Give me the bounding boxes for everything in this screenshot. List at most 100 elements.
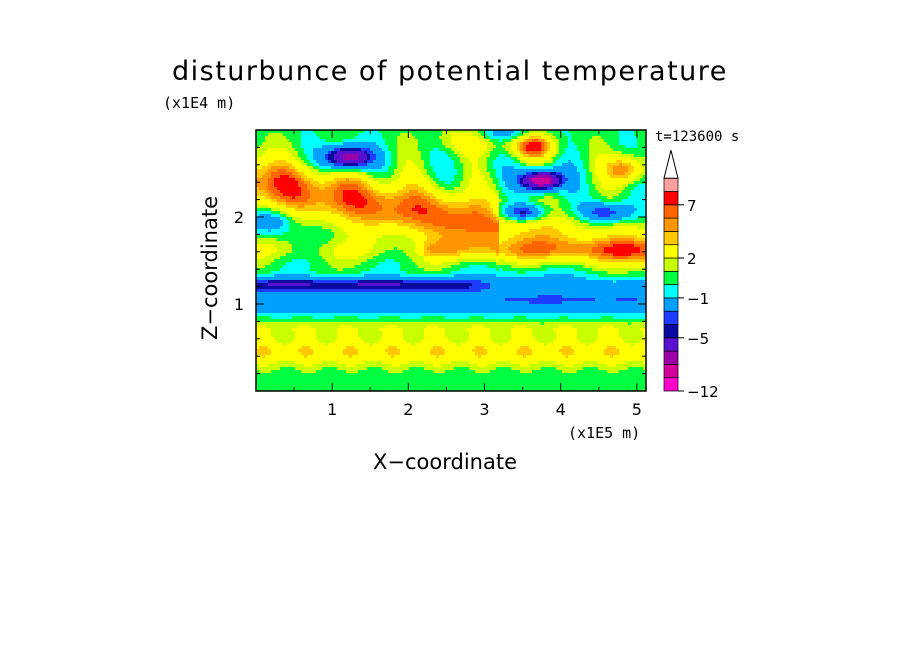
- field-cell: [409, 208, 413, 212]
- field-cell: [277, 160, 281, 164]
- field-cell: [361, 148, 365, 152]
- field-cell: [604, 163, 608, 167]
- field-cell: [634, 214, 638, 218]
- field-cell: [406, 223, 410, 227]
- field-cell: [463, 145, 467, 149]
- field-cell: [295, 157, 299, 161]
- field-cell: [562, 178, 566, 182]
- field-cell: [376, 130, 380, 134]
- field-cell: [406, 190, 410, 194]
- field-cell: [382, 229, 386, 233]
- field-cell: [529, 160, 533, 164]
- field-cell: [505, 226, 509, 230]
- field-cell: [580, 169, 584, 173]
- field-cell: [397, 154, 401, 158]
- field-cell: [310, 187, 314, 191]
- field-cell: [619, 139, 623, 143]
- field-cell: [457, 175, 461, 179]
- field-cell: [634, 136, 638, 140]
- field-cell: [451, 175, 455, 179]
- field-cell: [499, 133, 503, 137]
- field-cell: [295, 205, 299, 209]
- field-cell: [532, 154, 536, 158]
- field-cell: [601, 214, 605, 218]
- field-cell: [424, 133, 428, 137]
- field-cell: [604, 160, 608, 164]
- field-cell: [433, 169, 437, 173]
- field-cell: [532, 136, 536, 140]
- field-cell: [637, 172, 641, 176]
- field-cell: [346, 169, 350, 173]
- field-cell: [496, 133, 500, 137]
- field-cell: [523, 214, 527, 218]
- field-cell: [316, 136, 320, 140]
- field-cell: [640, 223, 644, 227]
- field-cell: [277, 139, 281, 143]
- field-cell: [514, 214, 518, 218]
- field-cell: [385, 157, 389, 161]
- field-cell: [385, 184, 389, 188]
- field-cell: [544, 157, 548, 161]
- field-cell: [343, 235, 347, 239]
- field-cell: [295, 226, 299, 230]
- field-cell: [568, 238, 572, 242]
- field-cell: [598, 229, 602, 233]
- field-cell: [532, 133, 536, 137]
- field-cell: [334, 208, 338, 212]
- field-cell: [397, 151, 401, 155]
- field-cell: [340, 202, 344, 206]
- field-cell: [340, 160, 344, 164]
- field-cell: [262, 196, 266, 200]
- field-cell: [562, 223, 566, 227]
- field-cell: [643, 196, 646, 200]
- field-cell: [436, 172, 440, 176]
- field-cell: [571, 166, 575, 170]
- field-cell: [295, 244, 299, 248]
- field-cell: [469, 211, 473, 215]
- field-cell: [583, 154, 587, 158]
- field-cell: [424, 217, 428, 221]
- field-cell: [511, 145, 515, 149]
- field-cell: [322, 217, 326, 221]
- field-cell: [544, 178, 548, 182]
- field-cell: [508, 190, 512, 194]
- field-cell: [574, 172, 578, 176]
- field-cell: [526, 154, 530, 158]
- field-cell: [616, 202, 620, 206]
- field-cell: [430, 235, 434, 239]
- field-cell: [277, 211, 281, 215]
- field-cell: [376, 193, 380, 197]
- field-cell: [403, 130, 407, 134]
- field-cell: [547, 157, 551, 161]
- field-cell: [541, 211, 545, 215]
- field-cell: [493, 235, 497, 239]
- field-cell: [610, 130, 614, 134]
- field-cell: [271, 229, 275, 233]
- field-cell: [397, 217, 401, 221]
- field-cell: [511, 199, 515, 203]
- field-cell: [466, 175, 470, 179]
- field-cell: [523, 226, 527, 230]
- field-cell: [544, 226, 548, 230]
- field-cell: [301, 148, 305, 152]
- field-cell: [625, 142, 629, 146]
- field-cell: [538, 154, 542, 158]
- field-cell: [520, 199, 524, 203]
- field-cell: [511, 169, 515, 173]
- field-cell: [625, 133, 629, 137]
- field-cell: [370, 133, 374, 137]
- field-cell: [355, 214, 359, 218]
- field-cell: [412, 151, 416, 155]
- field-cell: [472, 226, 476, 230]
- field-cell: [445, 166, 449, 170]
- field-cell: [469, 175, 473, 179]
- field-cell: [595, 220, 599, 224]
- field-cell: [415, 148, 419, 152]
- field-cell: [319, 241, 323, 245]
- field-cell: [271, 217, 275, 221]
- field-cell: [262, 223, 266, 227]
- field-cell: [478, 139, 482, 143]
- field-cell: [379, 220, 383, 224]
- field-cell: [268, 214, 272, 218]
- field-cell: [481, 214, 485, 218]
